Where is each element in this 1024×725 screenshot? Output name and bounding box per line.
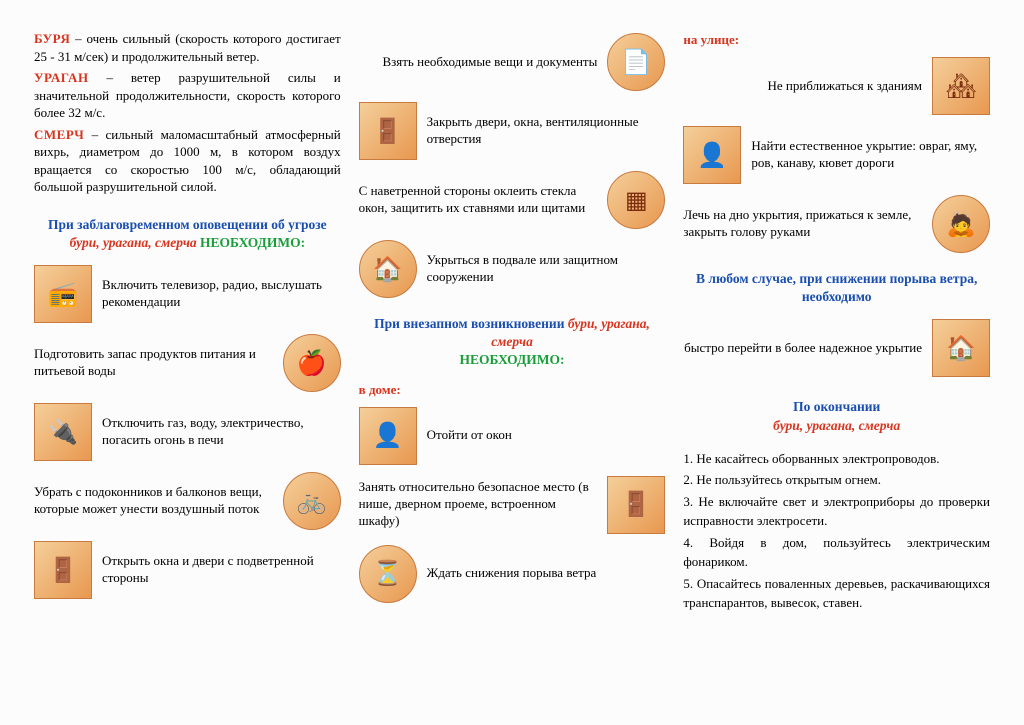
item-text: Включить телевизор, радио, выслушать рек… <box>102 277 341 311</box>
subhead-street: на улице: <box>683 32 990 48</box>
list-advance: 📻 Включить телевизор, радио, выслушать ре… <box>34 262 341 610</box>
item-text: Занять относительно безопасное место (в … <box>359 479 598 530</box>
item-icon: 🍎 <box>283 334 341 392</box>
item-icon: 🏘 <box>932 57 990 115</box>
list-item: 🔌 Отключить газ, воду, электричество, пог… <box>34 403 341 461</box>
list-col3-mid: 🏠 быстро перейти в более надежное укрытие <box>683 316 990 388</box>
list-item: 🚪Занять относительно безопасное место (в… <box>359 476 666 534</box>
item-text: Отойти от окон <box>427 427 512 444</box>
subhead-home: в доме: <box>359 382 666 398</box>
page-root: БУРЯ – очень сильный (скорость которого … <box>0 0 1024 635</box>
after-item: 5. Опасайтесь поваленных деревьев, раска… <box>683 574 990 613</box>
list-item: 📄 Взять необходимые вещи и документы <box>359 33 666 91</box>
item-text: Укрыться в подвале или защитном сооружен… <box>427 252 666 286</box>
item-icon: 📄 <box>607 33 665 91</box>
item-icon: 👤 <box>359 407 417 465</box>
item-text: Закрыть двери, окна, вентиляционные отве… <box>427 114 666 148</box>
list-col2-bot: 👤 Отойти от окон 🚪Занять относительно безо… <box>359 404 666 614</box>
item-icon: ▦ <box>607 171 665 229</box>
item-text: Отключить газ, воду, электричество, пога… <box>102 415 341 449</box>
list-item: 🚪 Закрыть двери, окна, вентиляционные отв… <box>359 102 666 160</box>
after-item: 2. Не пользуйтесь открытым огнем. <box>683 470 990 490</box>
item-icon: 🚪 <box>607 476 665 534</box>
list-item: 🚲 Убрать с подоконников и балконов вещи, … <box>34 472 341 530</box>
item-icon: 👤 <box>683 126 741 184</box>
item-icon: 🏠 <box>359 240 417 298</box>
item-icon: 🙇 <box>932 195 990 253</box>
item-icon: 🚪 <box>34 541 92 599</box>
list-item: 🏠 быстро перейти в более надежное укрытие <box>683 319 990 377</box>
item-text: Убрать с подоконников и балконов вещи, к… <box>34 484 273 518</box>
after-item: 1. Не касайтесь оборванных электропровод… <box>683 449 990 469</box>
after-item: 4. Войдя в дом, пользуйтесь электрически… <box>683 533 990 572</box>
list-col2-top: 📄 Взять необходимые вещи и документы 🚪 Закр… <box>359 30 666 309</box>
heading-sudden: При внезапном возникновении бури, ураган… <box>359 315 666 370</box>
item-icon: 📻 <box>34 265 92 323</box>
term-uragan: УРАГАН <box>34 70 89 85</box>
list-item: 📻 Включить телевизор, радио, выслушать ре… <box>34 265 341 323</box>
list-item: ⏳ Ждать снижения порыва ветра <box>359 545 666 603</box>
list-col3-top: 🏘 Не приближаться к зданиям 👤 Найти естеств… <box>683 54 990 264</box>
item-icon: 🔌 <box>34 403 92 461</box>
list-item: 👤 Найти естественное укрытие: овраг, яму,… <box>683 126 990 184</box>
list-item: 🚪 Открыть окна и двери с подветренной сто… <box>34 541 341 599</box>
list-item: 🙇 Лечь на дно укрытия, прижаться к земле,… <box>683 195 990 253</box>
column-2: 📄 Взять необходимые вещи и документы 🚪 Закр… <box>359 30 666 615</box>
term-smerch: СМЕРЧ <box>34 127 84 142</box>
definitions-block: БУРЯ – очень сильный (скорость которого … <box>34 30 341 196</box>
list-item: 🍎 Подготовить запас продуктов питания и п… <box>34 334 341 392</box>
list-item: 👤 Отойти от окон <box>359 407 666 465</box>
item-icon: 🏠 <box>932 319 990 377</box>
after-item: 3. Не включайте свет и электроприборы до… <box>683 492 990 531</box>
list-item: ▦ С наветренной стороны оклеить стекла ок… <box>359 171 666 229</box>
heading-advance-warning: При заблаговременном оповещении об угроз… <box>34 216 341 252</box>
item-text: Подготовить запас продуктов питания и пи… <box>34 346 273 380</box>
item-icon: 🚲 <box>283 472 341 530</box>
item-text: быстро перейти в более надежное укрытие <box>684 340 922 357</box>
heading-anycase: В любом случае, при снижении порыва ветр… <box>683 270 990 306</box>
item-icon: ⏳ <box>359 545 417 603</box>
list-item: 🏠 Укрыться в подвале или защитном сооруже… <box>359 240 666 298</box>
list-item: 🏘 Не приближаться к зданиям <box>683 57 990 115</box>
column-3: на улице: 🏘 Не приближаться к зданиям 👤 Най… <box>683 30 990 615</box>
heading-after: По окончаниибури, урагана, смерча <box>683 398 990 434</box>
item-text: Ждать снижения порыва ветра <box>427 565 597 582</box>
item-text: Найти естественное укрытие: овраг, яму, … <box>751 138 990 172</box>
item-icon: 🚪 <box>359 102 417 160</box>
item-text: Открыть окна и двери с подветренной стор… <box>102 553 341 587</box>
def-burya: – очень сильный (скорость которого дости… <box>34 31 341 64</box>
item-text: Лечь на дно укрытия, прижаться к земле, … <box>683 207 922 241</box>
item-text: Не приближаться к зданиям <box>767 78 922 95</box>
term-burya: БУРЯ <box>34 31 70 46</box>
column-1: БУРЯ – очень сильный (скорость которого … <box>34 30 341 615</box>
item-text: С наветренной стороны оклеить стекла око… <box>359 183 598 217</box>
item-text: Взять необходимые вещи и документы <box>382 54 597 71</box>
after-list: 1. Не касайтесь оборванных электропровод… <box>683 449 990 615</box>
